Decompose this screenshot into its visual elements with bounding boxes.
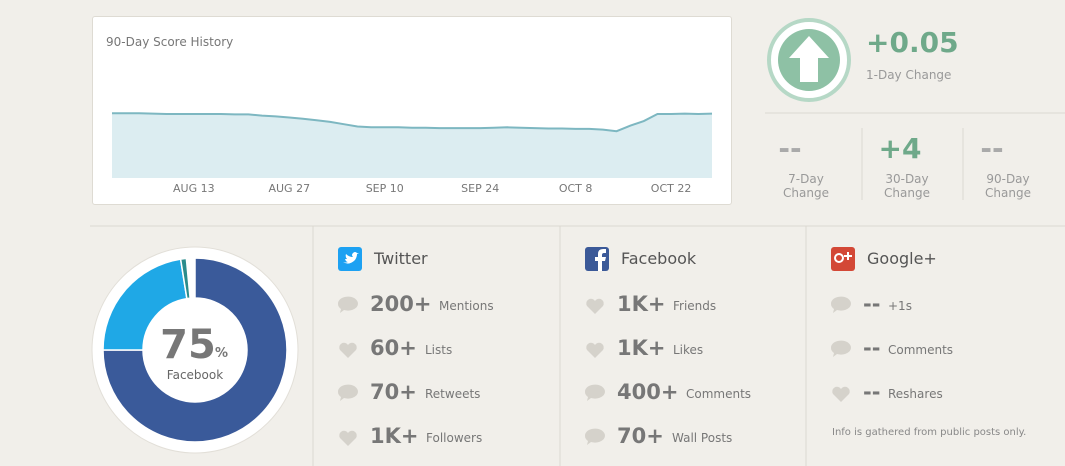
note: Info is gathered from public posts only. [832,427,1027,438]
area [112,113,712,178]
x-tick-label: AUG 27 [268,182,310,195]
period-value: +4 [878,132,922,165]
stat-label: Lists [425,343,453,357]
x-tick-label: OCT 22 [651,182,692,195]
stat-label: Likes [673,343,704,357]
facebook-f [595,249,606,271]
stat-value: 60+ [370,336,417,360]
stat-label: Reshares [888,387,943,401]
stat-label: Wall Posts [672,431,733,445]
gplus-plus [844,252,852,260]
period-label: 30-Day Change [884,172,930,200]
period-label: 90-Day Change [985,172,1031,200]
day-change-label: 1-Day Change [866,68,952,82]
stat-label: Followers [426,431,483,445]
donut-label: Facebook [167,368,223,382]
period-label: 7-Day Change [783,172,829,200]
stat-label: Mentions [439,299,494,313]
stat-value: 1K+ [617,336,666,360]
chart-title: 90-Day Score History [106,35,233,49]
stat-label: Comments [686,387,752,401]
x-tick-label: SEP 10 [366,182,404,195]
network-name: Twitter [374,249,428,268]
network-name: Google+ [867,249,937,268]
comment-icon [337,296,358,313]
period-value: -- [980,132,1004,165]
line [112,112,713,133]
heart-icon [586,298,604,314]
comment-icon [337,384,358,401]
stat-label: Friends [673,299,717,313]
heart-icon [832,386,850,402]
comment-icon [584,428,605,445]
comment-icon [584,384,605,401]
heart-icon [339,430,357,446]
stat-value: 200+ [370,292,432,316]
network-name: Facebook [621,249,697,268]
stat-value: -- [863,380,881,404]
stat-value: 1K+ [370,424,419,448]
heart-icon [339,342,357,358]
x-tick-label: AUG 13 [173,182,215,195]
stat-value: 400+ [617,380,679,404]
donut-value: 75 [160,322,216,368]
stat-value: -- [863,292,881,316]
stat-label: Retweets [425,387,481,401]
up-arrow [789,36,829,82]
donut-slice [102,257,288,443]
heart-icon [586,342,604,358]
twitter-bird [343,252,359,264]
stat-value: 70+ [370,380,417,404]
stat-value: 70+ [617,424,664,448]
donut-unit: % [215,346,228,361]
period-value: -- [778,132,802,165]
gplus-g [834,253,844,263]
stat-label: Comments [888,343,954,357]
stat-label: +1s [888,299,912,313]
stat-value: -- [863,336,881,360]
comment-icon [830,296,851,313]
donut-slice [179,257,191,300]
x-tick-label: OCT 8 [559,182,593,195]
x-tick-label: SEP 24 [461,182,499,195]
comment-icon [830,340,851,357]
stat-value: 1K+ [617,292,666,316]
day-change-value: +0.05 [866,26,959,59]
